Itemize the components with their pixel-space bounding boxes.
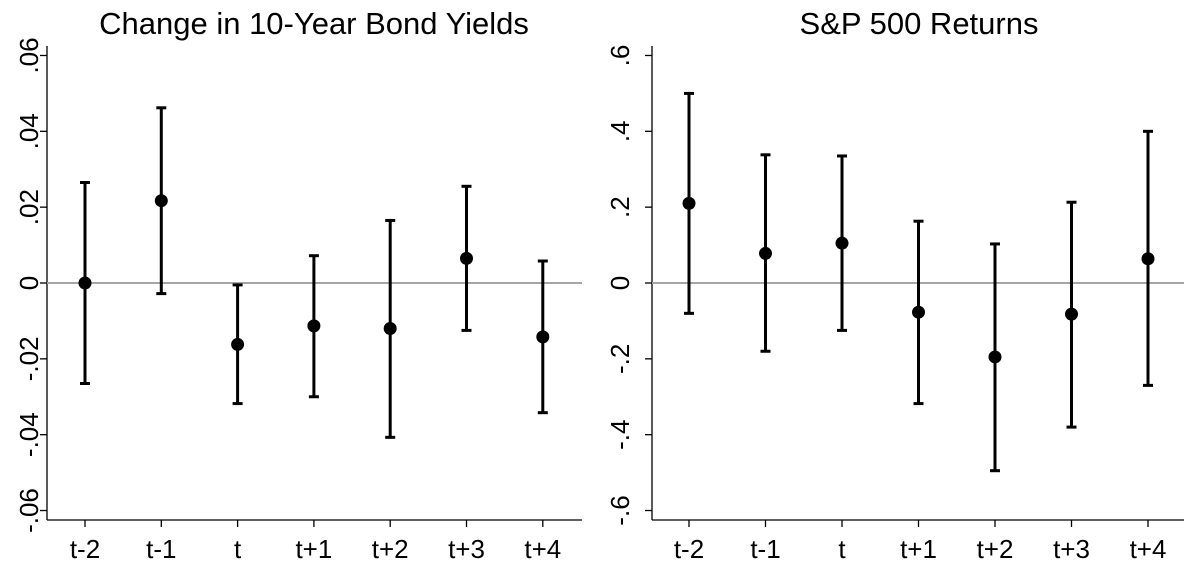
sp500-returns-panel: S&P 500 Returns -.6 -.4 -.2 0 .2 .4 .6 t-2 t-1 t t… <box>605 6 1184 564</box>
sp500-x-tick-label: t <box>838 534 846 564</box>
bond-x-tick-label: t-1 <box>146 534 176 564</box>
bond-y-tick-label: -.04 <box>14 412 44 457</box>
bond-y-tick-label: .06 <box>14 37 44 73</box>
bond-y-tick-label: 0 <box>14 276 44 290</box>
sp500-x-tick-label: t+2 <box>977 534 1014 564</box>
sp500-y-tick-label: -.4 <box>605 420 635 450</box>
bond-x-tick-label: t-2 <box>70 534 100 564</box>
sp500-x-tick-label: t+3 <box>1053 534 1090 564</box>
sp500-point-estimate <box>988 350 1002 364</box>
bond-y-tick-label: -.02 <box>14 336 44 381</box>
bond-yields-title: Change in 10-Year Bond Yields <box>99 6 529 41</box>
sp500-x-tick-label: t+4 <box>1130 534 1167 564</box>
bond-y-tick-label: .02 <box>14 189 44 225</box>
bond-x-tick-label: t+3 <box>448 534 485 564</box>
sp500-x-tick-label: t+1 <box>900 534 937 564</box>
bond-x-tick-label: t+4 <box>524 534 561 564</box>
sp500-y-tick-label: -.2 <box>605 344 635 374</box>
sp500-point-estimate <box>759 246 772 260</box>
sp500-point-estimate <box>1065 307 1078 321</box>
bond-point-estimate <box>383 322 397 336</box>
sp500-x-tick-label: t-1 <box>750 534 780 564</box>
bond-y-tick-label: .04 <box>14 113 44 149</box>
sp500-y-tick-label: 0 <box>605 276 635 290</box>
bond-x-tick-label: t+1 <box>295 534 332 564</box>
sp500-point-estimate <box>682 196 696 210</box>
sp500-point-estimate <box>912 305 925 319</box>
bond-point-estimate <box>536 330 550 344</box>
bond-point-estimate <box>231 337 245 351</box>
bond-point-estimate <box>78 276 92 290</box>
sp500-returns-title: S&P 500 Returns <box>800 6 1039 41</box>
sp500-x-tick-label: t-2 <box>674 534 704 564</box>
bond-x-tick-label: t <box>234 534 242 564</box>
sp500-y-tick-label: .2 <box>605 196 635 218</box>
sp500-y-tick-label: -.6 <box>605 495 635 525</box>
bond-point-estimate <box>307 319 321 333</box>
sp500-y-tick-label: .4 <box>605 120 635 142</box>
bond-y-tick-label: -.06 <box>14 488 44 533</box>
bond-point-estimate <box>154 194 168 208</box>
sp500-y-tick-label: .6 <box>605 45 635 67</box>
sp500-point-estimate <box>1141 252 1155 266</box>
bond-point-estimate <box>460 251 473 265</box>
bond-x-tick-label: t+2 <box>372 534 409 564</box>
sp500-point-estimate <box>835 236 849 250</box>
bond-yields-panel: Change in 10-Year Bond Yields -.06 -.04 -.… <box>14 6 582 564</box>
